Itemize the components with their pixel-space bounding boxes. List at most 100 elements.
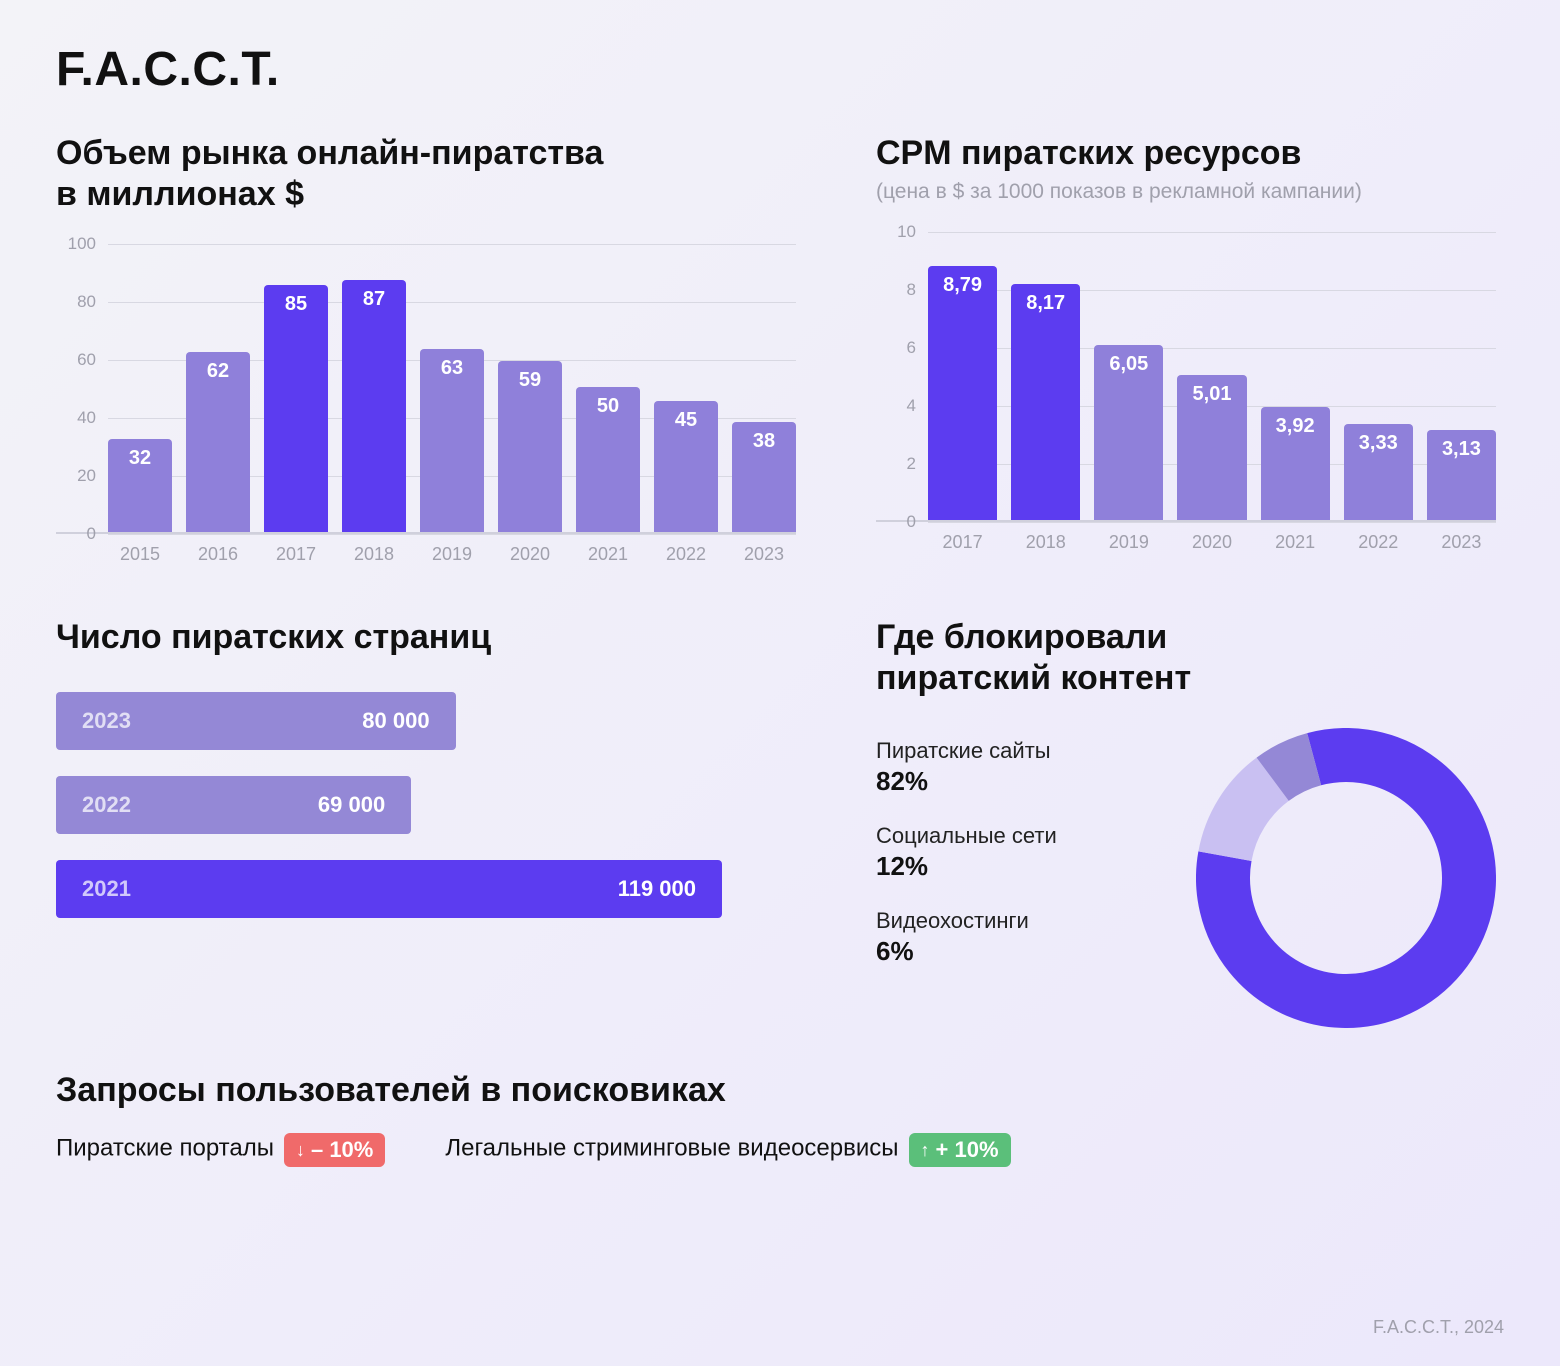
y-tick: 0 xyxy=(50,524,96,544)
bar-value: 38 xyxy=(732,430,796,453)
chart-bar: 50 xyxy=(576,387,640,532)
bar-value: 3,13 xyxy=(1427,438,1496,461)
pages-bar-value: 119 000 xyxy=(618,876,696,902)
x-tick: 2017 xyxy=(928,532,997,553)
x-tick: 2020 xyxy=(498,544,562,565)
market-chart: Объем рынка онлайн-пиратства в миллионах… xyxy=(56,133,796,565)
pages-bar-year: 2021 xyxy=(82,876,131,902)
market-chart-title: Объем рынка онлайн-пиратства в миллионах… xyxy=(56,133,796,216)
donut-legend-label: Видеохостинги xyxy=(876,908,1186,934)
chart-bar: 32 xyxy=(108,439,172,532)
pages-bar-value: 80 000 xyxy=(362,708,429,734)
donut-legend-pct: 12% xyxy=(876,851,1186,882)
donut-legend-pct: 82% xyxy=(876,766,1186,797)
market-chart-plot: 020406080100326285876359504538 201520162… xyxy=(56,244,796,565)
x-tick: 2022 xyxy=(654,544,718,565)
market-chart-title-line2: в миллионах $ xyxy=(56,175,304,213)
pages-chart-bars: 2023 80 000 2022 69 000 2021 119 000 xyxy=(56,692,796,918)
bar-value: 45 xyxy=(654,409,718,432)
x-tick: 2021 xyxy=(576,544,640,565)
bar-value: 3,92 xyxy=(1261,415,1330,438)
pages-chart: Число пиратских страниц 2023 80 000 2022 69… xyxy=(56,617,796,1028)
bar-value: 6,05 xyxy=(1094,353,1163,376)
chart-bar: 45 xyxy=(654,401,718,532)
y-tick: 2 xyxy=(870,454,916,474)
y-tick: 0 xyxy=(870,512,916,532)
chart-bar: 8,17 xyxy=(1011,284,1080,521)
chart-bar: 38 xyxy=(732,422,796,532)
arrow-up-icon: ↑ xyxy=(921,1140,930,1161)
x-tick: 2016 xyxy=(186,544,250,565)
bar-value: 85 xyxy=(264,293,328,316)
bar-value: 8,17 xyxy=(1011,292,1080,315)
x-tick: 2018 xyxy=(1011,532,1080,553)
donut-chart: Где блокировали пиратский контент Пиратс… xyxy=(876,617,1496,1028)
queries-row: Пиратские порталы↓– 10% Легальные стримин… xyxy=(56,1133,1504,1167)
chart-bar: 62 xyxy=(186,352,250,532)
market-chart-title-line1: Объем рынка онлайн-пиратства xyxy=(56,134,603,172)
chart-bar: 3,92 xyxy=(1261,407,1330,521)
chart-bar: 63 xyxy=(420,349,484,532)
chart-bar: 59 xyxy=(498,361,562,532)
x-tick: 2017 xyxy=(264,544,328,565)
x-tick: 2020 xyxy=(1177,532,1246,553)
cpm-chart-subtitle: (цена в $ за 1000 показов в рекламной ка… xyxy=(876,180,1496,204)
x-tick: 2019 xyxy=(1094,532,1163,553)
pages-bar-year: 2023 xyxy=(82,708,131,734)
donut-chart-title: Где блокировали пиратский контент xyxy=(876,617,1496,700)
y-tick: 4 xyxy=(870,396,916,416)
y-tick: 60 xyxy=(50,350,96,370)
delta-value: + 10% xyxy=(936,1137,999,1163)
x-tick: 2022 xyxy=(1344,532,1413,553)
chart-bar: 3,13 xyxy=(1427,430,1496,521)
footer-credit: F.A.C.C.T., 2024 xyxy=(1373,1317,1504,1338)
cpm-chart: CPM пиратских ресурсов (цена в $ за 1000… xyxy=(876,133,1496,565)
chart-bar: 5,01 xyxy=(1177,375,1246,520)
donut-legend-label: Пиратские сайты xyxy=(876,738,1186,764)
y-tick: 6 xyxy=(870,338,916,358)
donut-legend: Пиратские сайты82% Социальные сети12% Виде… xyxy=(876,728,1186,967)
y-tick: 8 xyxy=(870,280,916,300)
bar-value: 3,33 xyxy=(1344,432,1413,455)
x-tick: 2019 xyxy=(420,544,484,565)
brand-logo: F.A.C.C.T. xyxy=(56,42,1504,97)
x-tick: 2023 xyxy=(1427,532,1496,553)
pages-bar: 2023 80 000 xyxy=(56,692,456,750)
x-tick: 2015 xyxy=(108,544,172,565)
bar-value: 62 xyxy=(186,360,250,383)
donut-wrap: Пиратские сайты82% Социальные сети12% Виде… xyxy=(876,728,1496,1028)
query-label: Пиратские порталы xyxy=(56,1135,274,1162)
y-tick: 20 xyxy=(50,466,96,486)
pages-bar-value: 69 000 xyxy=(318,792,385,818)
chart-bar: 87 xyxy=(342,280,406,532)
donut-chart-title-line1: Где блокировали xyxy=(876,618,1167,656)
chart-bar: 6,05 xyxy=(1094,345,1163,520)
pages-chart-title: Число пиратских страниц xyxy=(56,617,796,658)
middle-row: Число пиратских страниц 2023 80 000 2022 69… xyxy=(56,617,1504,1028)
pages-bar-year: 2022 xyxy=(82,792,131,818)
query-label: Легальные стриминговые видеосервисы xyxy=(445,1135,898,1162)
donut-legend-item: Социальные сети12% xyxy=(876,823,1186,882)
queries-title: Запросы пользователей в поисковиках xyxy=(56,1070,1504,1111)
chart-bar: 85 xyxy=(264,285,328,532)
query-item: Пиратские порталы↓– 10% xyxy=(56,1133,385,1167)
query-item: Легальные стриминговые видеосервисы ↑ + 10… xyxy=(445,1133,1010,1167)
donut-legend-label: Социальные сети xyxy=(876,823,1186,849)
pages-bar: 2021 119 000 xyxy=(56,860,722,918)
donut-chart-title-line2: пиратский контент xyxy=(876,659,1191,697)
delta-value: – 10% xyxy=(311,1137,373,1163)
y-tick: 10 xyxy=(870,222,916,242)
donut-legend-item: Пиратские сайты82% xyxy=(876,738,1186,797)
donut-legend-item: Видеохостинги6% xyxy=(876,908,1186,967)
chart-bar: 3,33 xyxy=(1344,424,1413,521)
donut-slice xyxy=(1225,779,1273,856)
queries-block: Запросы пользователей в поисковиках Пира… xyxy=(56,1070,1504,1167)
donut-slice xyxy=(1273,759,1315,779)
cpm-chart-title: CPM пиратских ресурсов xyxy=(876,133,1496,174)
x-tick: 2021 xyxy=(1261,532,1330,553)
bar-value: 8,79 xyxy=(928,274,997,297)
bar-value: 59 xyxy=(498,369,562,392)
top-row: Объем рынка онлайн-пиратства в миллионах… xyxy=(56,133,1504,565)
chart-bar: 8,79 xyxy=(928,266,997,521)
bar-value: 5,01 xyxy=(1177,383,1246,406)
